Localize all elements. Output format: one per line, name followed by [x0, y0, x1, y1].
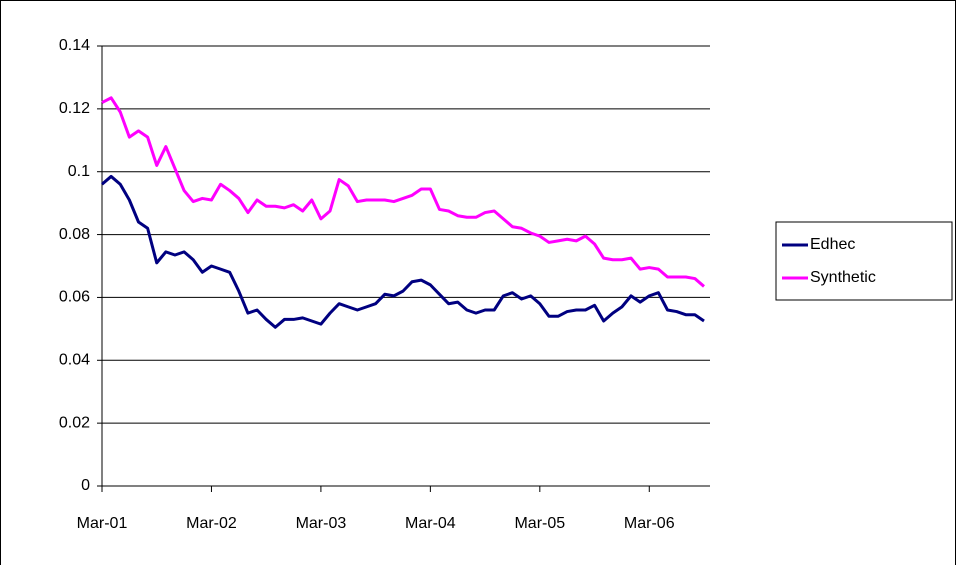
y-tick-label: 0.02	[59, 414, 90, 431]
series-line	[101, 96, 705, 288]
y-tick-label: 0.14	[59, 37, 90, 54]
y-tick-label: 0.08	[59, 226, 90, 243]
x-tick-label: Mar-01	[77, 515, 128, 532]
series-line	[101, 174, 705, 329]
x-tick-label: Mar-04	[405, 515, 456, 532]
x-tick-label: Mar-05	[514, 515, 565, 532]
legend-label: Synthetic	[810, 269, 876, 286]
x-tick-label: Mar-06	[624, 515, 675, 532]
y-tick-label: 0.06	[59, 289, 90, 306]
y-tick-label: 0.12	[59, 100, 90, 117]
legend-box	[775, 221, 953, 301]
legend-label: Edhec	[810, 236, 855, 253]
x-tick-label: Mar-03	[296, 515, 347, 532]
x-tick-label: Mar-02	[186, 515, 237, 532]
y-tick-label: 0.04	[59, 352, 90, 369]
y-tick-label: 0	[81, 477, 90, 494]
y-tick-label: 0.1	[68, 163, 90, 180]
